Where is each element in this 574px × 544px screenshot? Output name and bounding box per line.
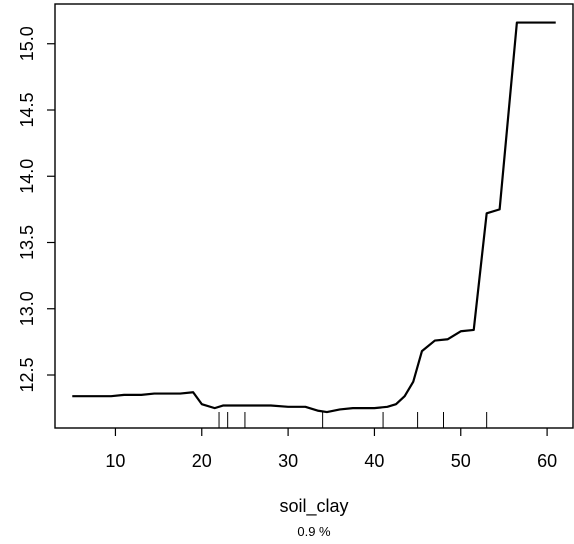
rug-layer [218,412,488,428]
x-tick-label: 40 [364,451,384,471]
y-tick-label: 13.0 [17,291,37,326]
plot-frame [54,3,574,429]
y-tick-label: 13.5 [17,225,37,260]
y-tick-label: 15.0 [17,26,37,61]
x-axis: 10 20 30 40 50 60 [105,428,557,471]
x-tick-label: 20 [192,451,212,471]
y-tick-label: 12.5 [17,357,37,392]
x-axis-subtitle: 0.9 % [297,524,331,539]
x-tick-label: 10 [105,451,125,471]
series-line [72,21,556,414]
x-axis-title: soil_clay [279,496,348,517]
y-axis: 12.5 13.0 13.5 14.0 14.5 15.0 [17,26,55,393]
y-tick-label: 14.0 [17,159,37,194]
y-tick-label: 14.5 [17,92,37,127]
x-tick-label: 60 [537,451,557,471]
x-tick-label: 30 [278,451,298,471]
x-tick-label: 50 [451,451,471,471]
